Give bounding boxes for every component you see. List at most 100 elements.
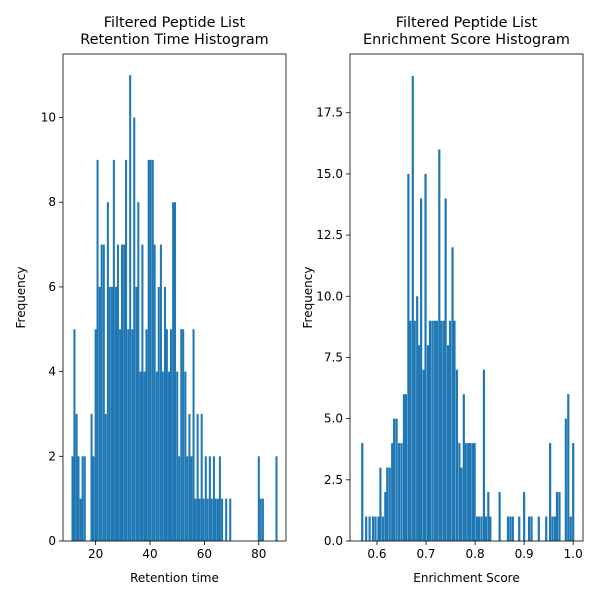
x-tick-label: 0.7 bbox=[416, 547, 435, 561]
histogram-bar bbox=[108, 286, 111, 541]
histogram-bar bbox=[83, 456, 86, 541]
histogram-bar bbox=[275, 456, 278, 541]
histogram-bar bbox=[527, 516, 531, 541]
histogram-bar bbox=[131, 329, 134, 541]
histogram-bar bbox=[98, 286, 101, 541]
histogram-bar bbox=[196, 413, 199, 541]
histogram-bar bbox=[506, 516, 510, 541]
histogram-bar bbox=[447, 345, 450, 541]
histogram-bar bbox=[159, 244, 162, 541]
histogram-bar bbox=[216, 498, 220, 541]
histogram-bar bbox=[214, 498, 217, 541]
y-tick-label: 15.0 bbox=[316, 167, 343, 181]
histogram-bar bbox=[100, 244, 103, 541]
histogram-bar bbox=[92, 456, 95, 541]
histogram-bar bbox=[119, 329, 122, 541]
histogram-bar bbox=[537, 516, 540, 541]
histogram-bars bbox=[71, 75, 278, 542]
histogram-bar bbox=[157, 286, 160, 541]
x-tick-label: 0.6 bbox=[367, 547, 386, 561]
y-axis-label: Frequency bbox=[14, 267, 28, 329]
x-tick-label: 40 bbox=[142, 547, 157, 561]
histogram-bar bbox=[442, 320, 445, 541]
histogram-bar bbox=[161, 371, 164, 541]
histogram-bar bbox=[567, 394, 570, 541]
histogram-bar bbox=[200, 413, 203, 541]
histogram-bar bbox=[190, 456, 193, 541]
chart-title: Filtered Peptide List bbox=[104, 15, 246, 31]
histogram-bar bbox=[77, 456, 80, 541]
histogram-bar bbox=[135, 286, 138, 541]
histogram-bar bbox=[473, 443, 476, 541]
histogram-bar bbox=[484, 516, 487, 541]
histogram-bar bbox=[409, 320, 412, 541]
histogram-bar bbox=[259, 498, 262, 541]
histogram-bar bbox=[453, 320, 456, 541]
histogram-bar bbox=[572, 443, 575, 541]
histogram-bar bbox=[178, 456, 181, 541]
y-tick-label: 8 bbox=[48, 195, 56, 209]
histogram-bar bbox=[133, 117, 136, 542]
histogram-bar bbox=[206, 498, 209, 541]
histogram-bar bbox=[377, 516, 380, 541]
histogram-bar bbox=[509, 516, 512, 541]
histogram-bar bbox=[451, 247, 454, 541]
histogram-bar bbox=[391, 443, 394, 541]
y-tick-label: 2.5 bbox=[324, 473, 343, 487]
histogram-bar bbox=[420, 198, 423, 541]
histogram-bar bbox=[116, 244, 119, 541]
histogram-bar bbox=[165, 329, 168, 541]
histogram-bar bbox=[127, 329, 130, 541]
histogram-bar bbox=[261, 498, 264, 541]
histogram-bar bbox=[511, 516, 514, 541]
histogram-bar bbox=[202, 498, 205, 541]
x-axis-label: Enrichment Score bbox=[413, 571, 519, 585]
histogram-bar bbox=[75, 413, 78, 541]
histogram-bar bbox=[549, 443, 552, 541]
histogram-bar bbox=[482, 369, 486, 541]
y-tick-label: 6 bbox=[48, 280, 56, 294]
histogram-bar bbox=[120, 244, 124, 541]
histogram-bar bbox=[229, 498, 232, 541]
histogram-bar bbox=[438, 149, 441, 542]
histogram-bar bbox=[569, 516, 572, 541]
histogram-bar bbox=[379, 467, 382, 541]
x-tick-label: 80 bbox=[251, 547, 266, 561]
x-axis-label: Retention time bbox=[130, 571, 219, 585]
histogram-bar bbox=[169, 329, 172, 541]
histogram-bar bbox=[413, 320, 416, 541]
histogram-bar bbox=[545, 516, 548, 541]
histogram-bar bbox=[404, 394, 408, 541]
axes-frame bbox=[62, 53, 287, 542]
histogram-bar bbox=[386, 467, 389, 541]
y-tick-label: 12.5 bbox=[316, 228, 343, 242]
histogram-bar bbox=[558, 492, 561, 541]
histogram-bar bbox=[147, 159, 150, 541]
x-tick-label: 20 bbox=[88, 547, 103, 561]
x-tick-label: 0.8 bbox=[466, 547, 485, 561]
histogram-bar bbox=[94, 329, 97, 541]
histogram-bar bbox=[257, 456, 260, 541]
histogram-bar bbox=[125, 159, 128, 541]
histogram-bar bbox=[112, 159, 115, 541]
histogram-bar bbox=[137, 202, 140, 541]
histogram-bar bbox=[168, 371, 171, 541]
histogram-bar bbox=[81, 456, 84, 541]
histogram-bar bbox=[462, 394, 465, 541]
histogram-bar bbox=[381, 516, 384, 541]
histogram-bar bbox=[433, 320, 436, 541]
histogram-bar bbox=[182, 329, 185, 541]
histogram-bar bbox=[123, 244, 126, 541]
histogram-bar bbox=[475, 516, 479, 541]
histogram-bar bbox=[368, 516, 371, 541]
histogram-bar bbox=[155, 371, 158, 541]
histogram-bar bbox=[210, 498, 213, 541]
histogram-bar bbox=[104, 413, 107, 541]
histogram-bar bbox=[71, 456, 74, 541]
histogram-bar bbox=[471, 443, 474, 541]
histogram-bar bbox=[115, 286, 118, 541]
histogram-bar bbox=[395, 418, 398, 541]
histogram-bar bbox=[212, 456, 215, 541]
histogram-bar bbox=[428, 320, 432, 541]
